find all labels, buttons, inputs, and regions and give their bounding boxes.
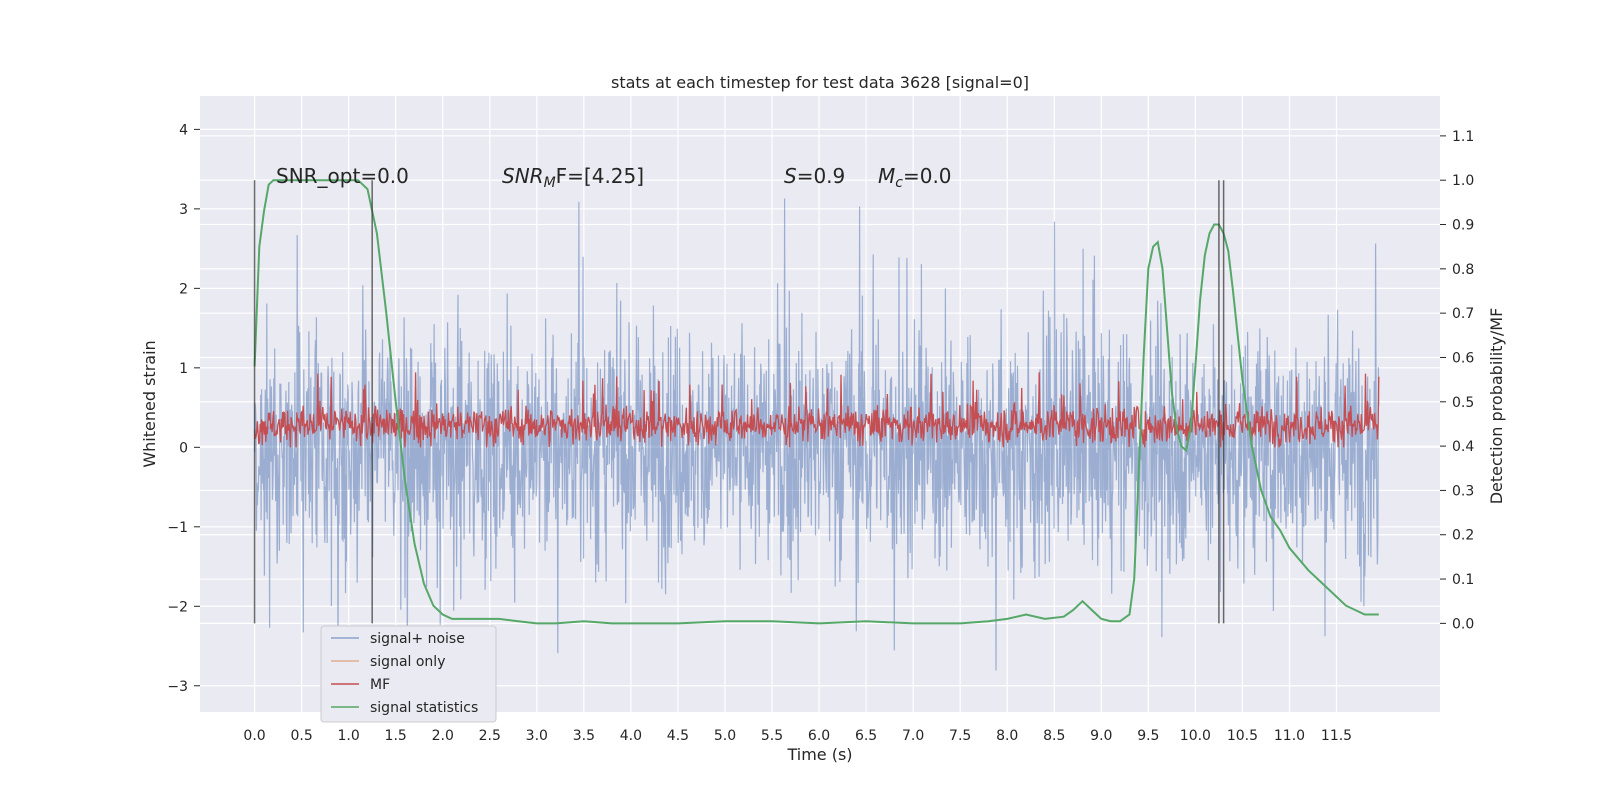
marker-layer [253,180,1225,624]
x-tick-label: 2.5 [479,728,501,744]
x-tick-label: 4.0 [620,728,642,744]
x-tick-label: 8.0 [996,728,1018,744]
x-tick-label: 6.5 [855,728,877,744]
series-signal-noise-line [254,198,1380,683]
x-axis-label: Time (s) [786,745,852,764]
x-tick-label: 7.5 [949,728,971,744]
y-right-tick-label: 1.1 [1452,129,1474,145]
y-right-tick-label: 1.0 [1452,173,1474,189]
y-right-tick-label: 0.9 [1452,218,1474,234]
series-signal-statistics-line [253,179,1379,625]
annotation-snr-mf-sub: M [544,175,556,191]
x-tick-label: 11.5 [1321,728,1352,744]
x-tick-label: 5.5 [761,728,783,744]
annotation-mc-rest: =0.0 [903,164,952,188]
legend-label-signal-noise: signal+ noise [370,631,465,647]
y-tick-label: 3 [179,202,188,218]
legend: signal+ noise signal only MF signal stat… [320,625,497,723]
y-tick-label: 2 [179,281,188,297]
x-tick-label: 5.0 [714,728,736,744]
x-tick-label: 8.5 [1043,728,1065,744]
y-right-tick-label: 0.7 [1452,306,1474,322]
y-right-tick-label: 0.6 [1452,350,1474,366]
annotation-s: S=0.9 [784,164,845,188]
y-tick-label: 0 [179,440,188,456]
y-right-tick-label: 0.3 [1452,483,1474,499]
x-tick-label: 7.0 [902,728,924,744]
y-right-tick-label: 0.2 [1452,528,1474,544]
y-axis-label: Whitened strain [140,340,159,467]
x-tick-label: 1.5 [385,728,407,744]
x-tick-label: 0.5 [290,728,312,744]
y-right-tick-label: 0.0 [1452,616,1474,632]
annotation-snr-mf: SNRMF=[4.25] [502,164,644,191]
legend-label-signal-statistics: signal statistics [370,700,478,716]
y-right-tick-label: 0.4 [1452,439,1474,455]
x-tick-label: 6.0 [808,728,830,744]
axis-layer: 0.0 0.5 1.0 1.5 2.0 2.5 3.0 3.5 4.0 4.5 5.0 5.5 6.0 6… [167,122,1474,744]
y-tick-label: −3 [167,679,188,695]
legend-box [320,625,497,723]
annotation-snr-mf-rest: F=[4.25] [556,164,644,188]
x-tick-label: 0.0 [243,728,265,744]
x-tick-label: 10.5 [1227,728,1258,744]
legend-label-mf: MF [370,677,390,693]
y-right-tick-label: 0.5 [1452,395,1474,411]
y-tick-label: −1 [167,520,188,536]
x-tick-label: 1.0 [338,728,360,744]
annotation-snr-mf-main: SNR [502,164,544,188]
x-tick-label: 9.5 [1137,728,1159,744]
series-layer [253,179,1380,683]
y-right-tick-label: 0.1 [1452,572,1474,588]
x-tick-label: 9.0 [1090,728,1112,744]
x-tick-label: 3.5 [573,728,595,744]
annotation-snr-opt: SNR_opt=0.0 [276,164,409,188]
y-tick-label: 1 [179,361,188,377]
annotation-mc: Mc=0.0 [878,164,952,191]
annotation-mc-main: M [878,164,895,188]
x-tick-label: 10.0 [1180,728,1211,744]
y-tick-label: 4 [179,122,188,138]
x-tick-label: 3.0 [526,728,548,744]
y-tick-label: −2 [167,599,188,615]
legend-label-signal-only: signal only [370,654,445,670]
chart-title: stats at each timestep for test data 362… [611,73,1029,92]
y-right-tick-label: 0.8 [1452,262,1474,278]
annotation-s-main: S [784,164,797,188]
y-right-axis-label: Detection probability/MF [1487,308,1506,505]
annotation-s-rest: =0.9 [797,164,846,188]
x-tick-label: 2.0 [432,728,454,744]
annotation-mc-sub: c [895,175,903,191]
x-tick-label: 4.5 [667,728,689,744]
x-tick-label: 11.0 [1274,728,1305,744]
